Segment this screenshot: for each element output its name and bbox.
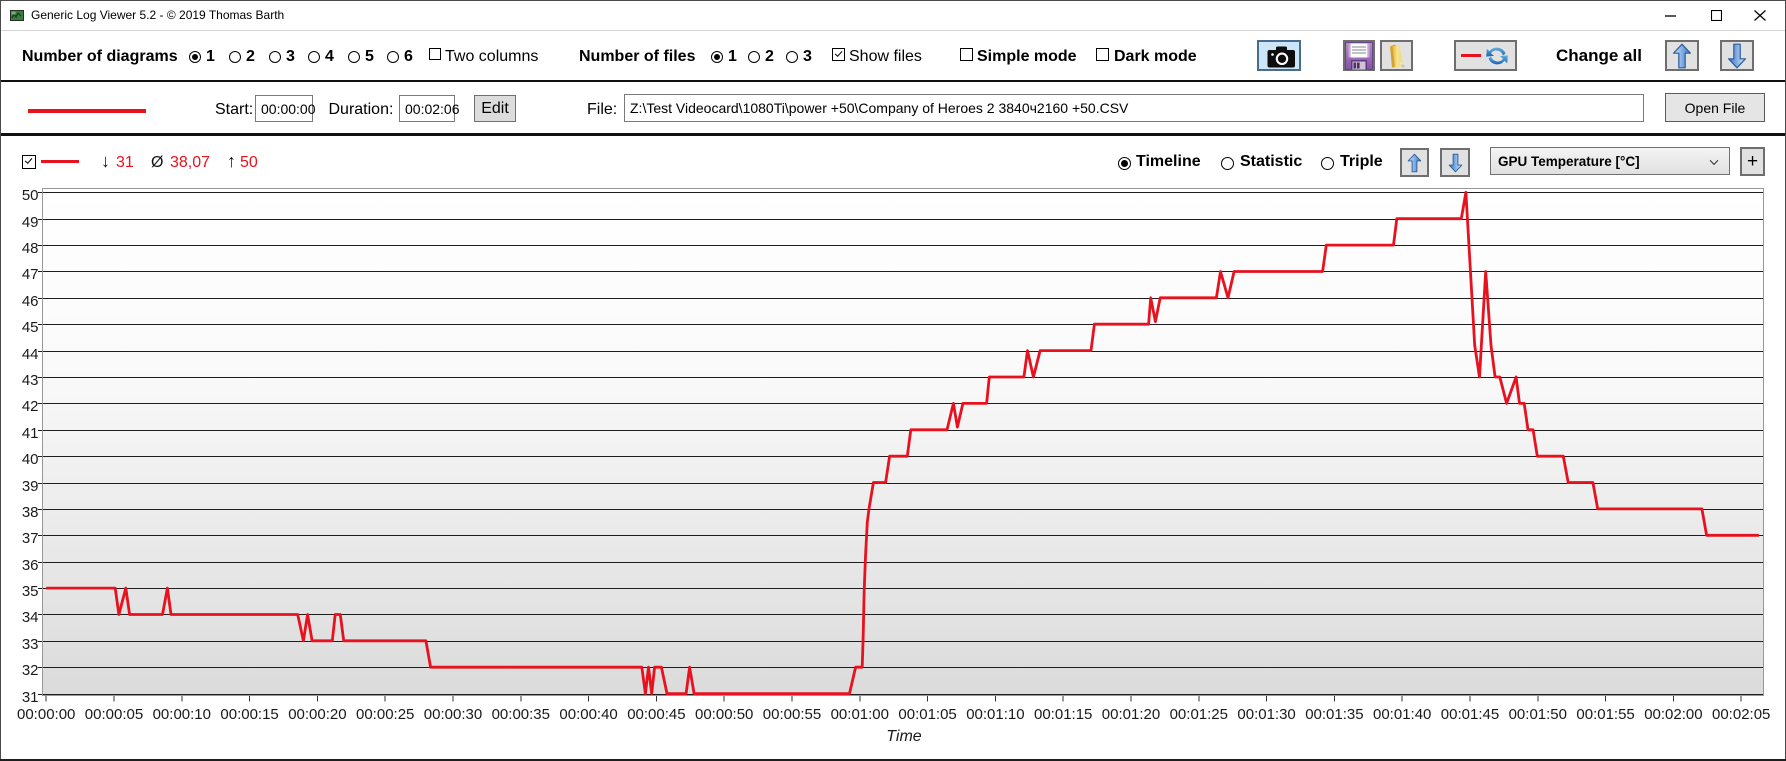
svg-text:00:02:00: 00:02:00 xyxy=(1644,706,1702,723)
svg-text:43: 43 xyxy=(22,372,39,389)
svg-text:38: 38 xyxy=(22,504,39,521)
svg-text:Time: Time xyxy=(886,728,922,745)
svg-text:00:01:05: 00:01:05 xyxy=(898,706,956,723)
svg-text:35: 35 xyxy=(22,583,39,600)
svg-text:33: 33 xyxy=(22,636,39,653)
svg-text:34: 34 xyxy=(22,609,39,626)
svg-text:00:01:30: 00:01:30 xyxy=(1237,706,1295,723)
svg-text:49: 49 xyxy=(22,214,39,231)
svg-text:00:01:20: 00:01:20 xyxy=(1102,706,1160,723)
svg-text:00:00:50: 00:00:50 xyxy=(695,706,753,723)
svg-text:00:00:25: 00:00:25 xyxy=(356,706,414,723)
svg-text:00:00:00: 00:00:00 xyxy=(17,706,75,723)
svg-text:50: 50 xyxy=(22,187,39,204)
svg-text:40: 40 xyxy=(22,451,39,468)
svg-text:00:00:45: 00:00:45 xyxy=(627,706,685,723)
svg-text:39: 39 xyxy=(22,478,39,495)
svg-text:00:00:55: 00:00:55 xyxy=(763,706,821,723)
svg-text:37: 37 xyxy=(22,530,39,547)
svg-text:00:00:05: 00:00:05 xyxy=(85,706,143,723)
svg-text:41: 41 xyxy=(22,425,39,442)
svg-text:00:00:20: 00:00:20 xyxy=(288,706,346,723)
svg-text:00:01:40: 00:01:40 xyxy=(1373,706,1431,723)
svg-text:00:00:10: 00:00:10 xyxy=(153,706,211,723)
svg-text:00:01:25: 00:01:25 xyxy=(1170,706,1228,723)
svg-text:00:01:50: 00:01:50 xyxy=(1509,706,1567,723)
svg-text:44: 44 xyxy=(22,346,39,363)
svg-text:47: 47 xyxy=(22,266,39,283)
svg-text:00:01:00: 00:01:00 xyxy=(831,706,889,723)
svg-text:00:01:15: 00:01:15 xyxy=(1034,706,1092,723)
svg-text:00:01:45: 00:01:45 xyxy=(1441,706,1499,723)
svg-text:31: 31 xyxy=(22,689,39,706)
svg-text:00:00:40: 00:00:40 xyxy=(559,706,617,723)
svg-text:48: 48 xyxy=(22,240,39,257)
svg-text:00:02:05: 00:02:05 xyxy=(1712,706,1770,723)
svg-text:32: 32 xyxy=(22,662,39,679)
svg-text:00:00:30: 00:00:30 xyxy=(424,706,482,723)
svg-text:00:01:35: 00:01:35 xyxy=(1305,706,1363,723)
svg-text:00:00:15: 00:00:15 xyxy=(220,706,278,723)
svg-text:36: 36 xyxy=(22,557,39,574)
svg-text:00:01:10: 00:01:10 xyxy=(966,706,1024,723)
svg-text:46: 46 xyxy=(22,293,39,310)
svg-text:42: 42 xyxy=(22,398,39,415)
svg-text:45: 45 xyxy=(22,319,39,336)
svg-text:00:01:55: 00:01:55 xyxy=(1576,706,1634,723)
svg-text:00:00:35: 00:00:35 xyxy=(492,706,550,723)
